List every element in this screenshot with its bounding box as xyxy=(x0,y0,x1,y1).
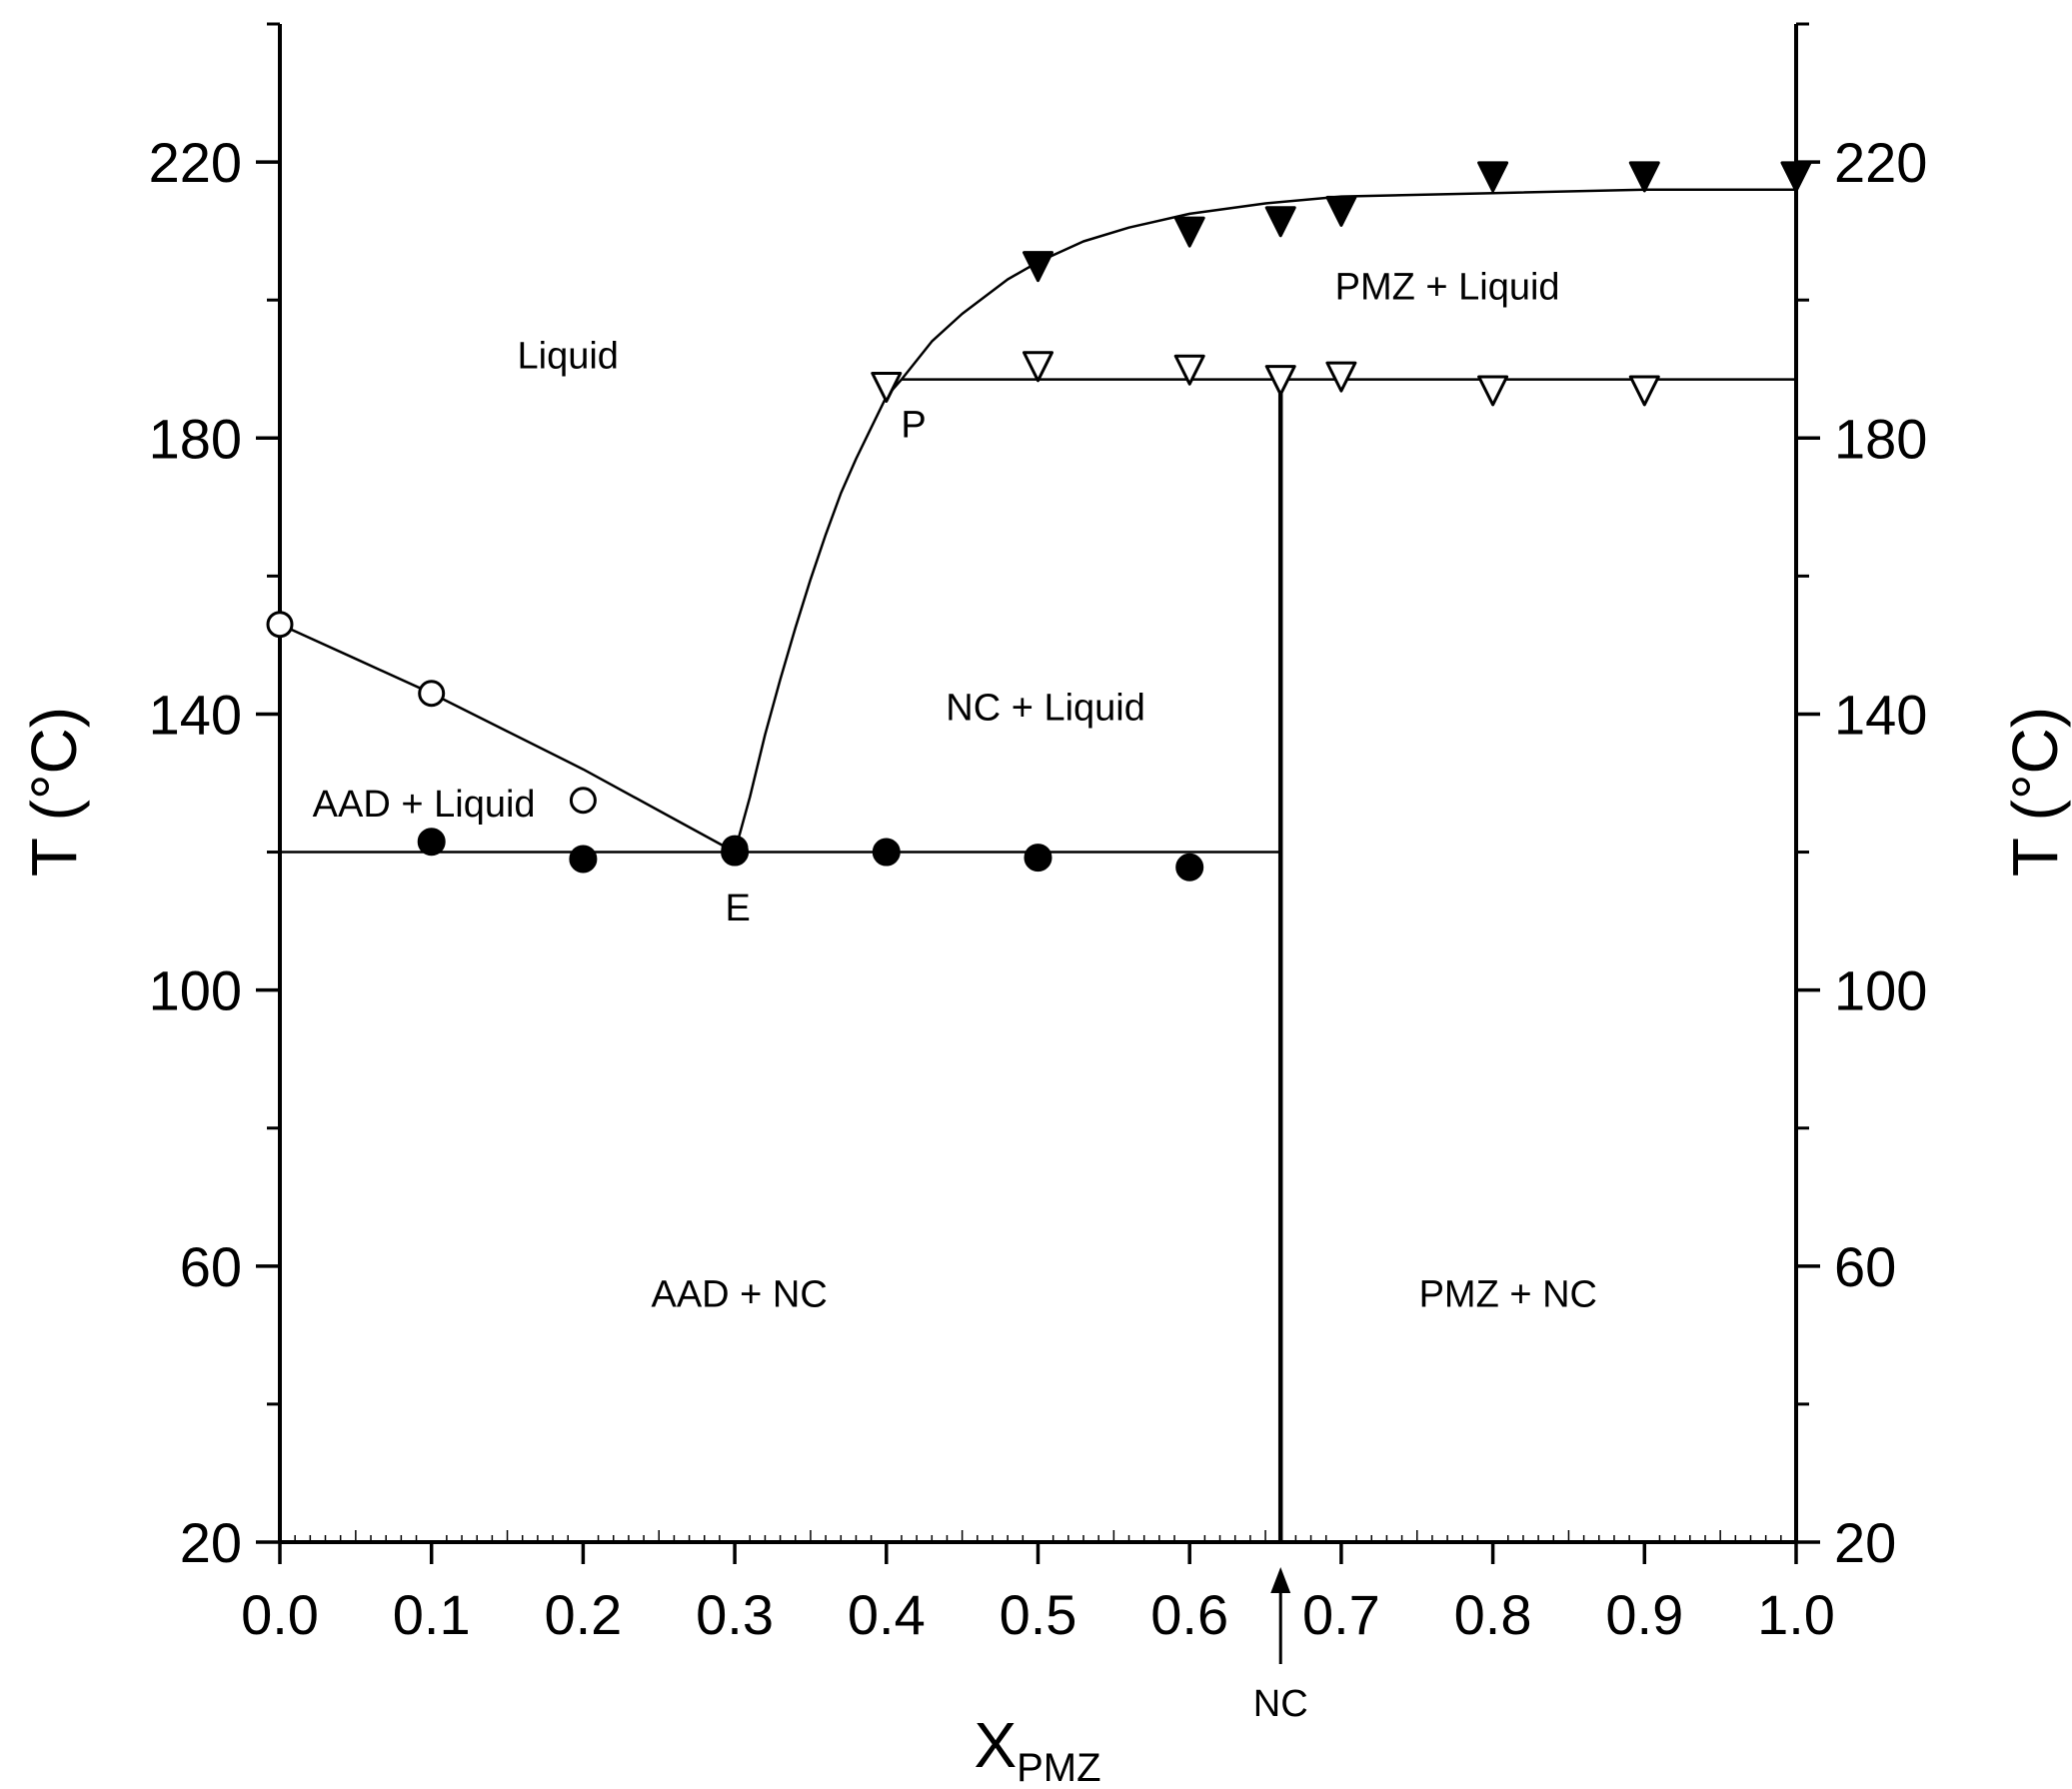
compound-arrow-head xyxy=(1270,1567,1291,1593)
data-point-filled-triangle xyxy=(1264,206,1296,238)
y-tick-label-left: 60 xyxy=(180,1235,242,1298)
x-tick-label: 0.3 xyxy=(696,1583,774,1646)
x-tick-label: 0.0 xyxy=(241,1583,319,1646)
x-tick-label: 1.0 xyxy=(1757,1583,1835,1646)
data-point-open-triangle xyxy=(1264,365,1296,397)
data-point-filled-circle xyxy=(721,838,750,867)
x-tick-label: 0.1 xyxy=(393,1583,471,1646)
y-tick-label-right: 140 xyxy=(1834,683,1927,746)
point-label-e: E xyxy=(725,888,750,929)
y-tick-label-right: 100 xyxy=(1834,959,1927,1022)
data-point-open-triangle xyxy=(1173,354,1205,386)
data-point-open-triangle xyxy=(871,371,903,403)
y-axis-title-right: T (°C) xyxy=(1999,707,2071,877)
x-tick-label: 0.2 xyxy=(544,1583,622,1646)
x-axis-title: XPMZ xyxy=(974,1709,1100,1789)
data-point-filled-triangle xyxy=(1477,161,1509,193)
region-label: PMZ + NC xyxy=(1419,1273,1597,1315)
region-label: AAD + Liquid xyxy=(313,784,536,826)
data-point-open-triangle xyxy=(1628,375,1660,407)
data-point-open-circle xyxy=(418,680,446,708)
data-point-filled-circle xyxy=(1175,853,1204,882)
y-tick-label-left: 100 xyxy=(149,959,242,1022)
y-tick-label-right: 220 xyxy=(1834,131,1927,194)
y-tick-label-left: 180 xyxy=(149,407,242,470)
pmz-liquidus-curve xyxy=(901,188,1796,381)
x-tick-label: 0.5 xyxy=(1000,1583,1077,1646)
region-label: Liquid xyxy=(518,335,619,377)
data-point-filled-triangle xyxy=(1780,161,1812,193)
data-point-open-triangle xyxy=(1023,351,1053,383)
data-point-filled-circle xyxy=(569,845,598,874)
x-axis-title-main: X xyxy=(974,1709,1017,1781)
x-tick-label: 0.6 xyxy=(1150,1583,1228,1646)
aad-liquidus-curve xyxy=(279,623,736,854)
region-label: NC + Liquid xyxy=(946,688,1145,730)
data-point-open-triangle xyxy=(1477,375,1509,407)
data-point-filled-circle xyxy=(417,828,446,857)
data-point-filled-triangle xyxy=(1173,216,1205,248)
phase-boundary-lines xyxy=(279,188,1796,1664)
data-point-filled-triangle xyxy=(1628,161,1660,193)
y-tick-label-left: 20 xyxy=(180,1511,242,1574)
x-tick-label: 0.8 xyxy=(1454,1583,1532,1646)
x-axis-title-subscript: PMZ xyxy=(1017,1746,1100,1789)
data-point-filled-triangle xyxy=(1325,195,1357,227)
x-tick-label: 0.7 xyxy=(1302,1583,1380,1646)
region-label: AAD + NC xyxy=(651,1273,827,1315)
y-tick-label-right: 180 xyxy=(1834,407,1927,470)
data-point-open-circle xyxy=(266,611,294,639)
y-tick-label-right: 60 xyxy=(1834,1235,1896,1298)
data-point-open-triangle xyxy=(1325,361,1357,393)
y-tick-label-left: 220 xyxy=(149,131,242,194)
x-tick-label: 0.9 xyxy=(1605,1583,1683,1646)
y-tick-label-right: 20 xyxy=(1834,1511,1896,1574)
point-label-p: P xyxy=(901,404,926,446)
data-point-open-circle xyxy=(569,787,597,815)
chart-text: 20 20 60 60 100 100 140 140 180 180 220 220 0.0 0.1 0.… xyxy=(18,131,2071,1789)
y-tick-label-left: 140 xyxy=(149,683,242,746)
nc-liquidus-curve xyxy=(733,378,903,853)
compound-marker-label: NC xyxy=(1253,1683,1308,1725)
data-points xyxy=(266,161,1812,882)
y-axis-title-left: T (°C) xyxy=(18,707,90,877)
data-point-filled-circle xyxy=(1024,844,1052,873)
axis-ticks xyxy=(256,22,1820,1564)
region-label: PMZ + Liquid xyxy=(1335,266,1560,308)
data-point-filled-triangle xyxy=(1023,251,1053,283)
x-tick-label: 0.4 xyxy=(848,1583,926,1646)
data-point-filled-circle xyxy=(872,838,901,867)
